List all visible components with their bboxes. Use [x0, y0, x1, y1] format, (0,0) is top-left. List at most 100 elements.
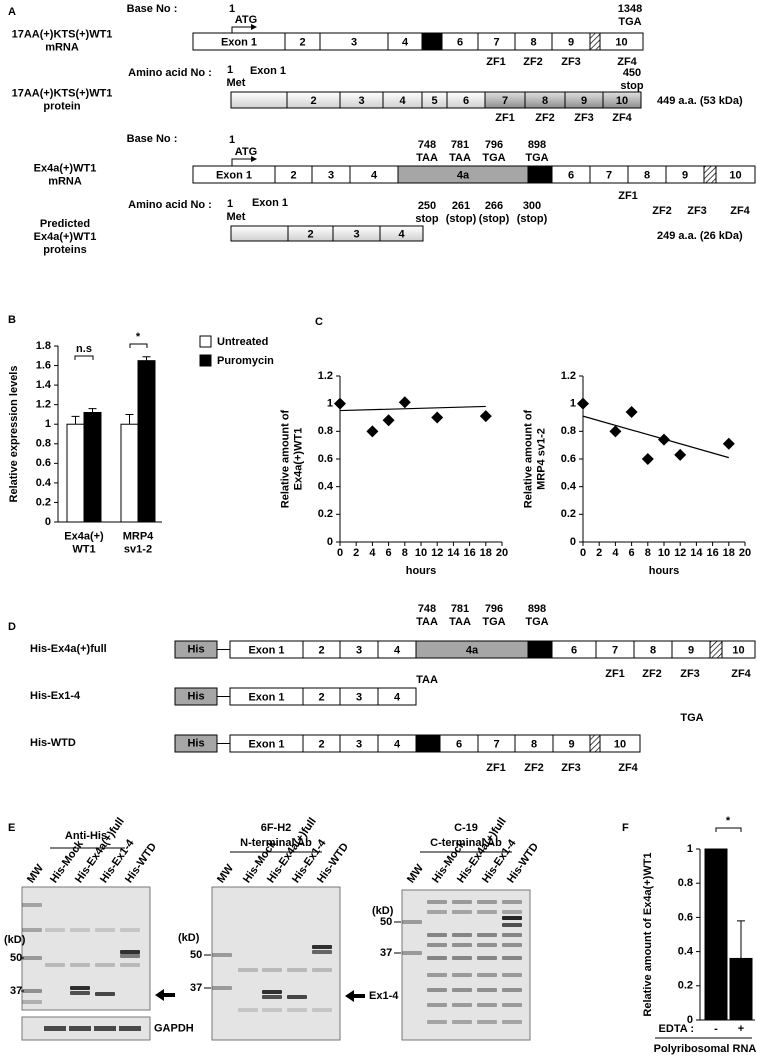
x-tick-label: 18	[480, 547, 492, 559]
panel-label: E	[8, 822, 15, 834]
exon-label: 8	[530, 36, 536, 48]
exon	[589, 734, 601, 753]
band	[44, 1026, 66, 1031]
exon	[602, 91, 642, 109]
band	[452, 1020, 472, 1024]
panel-label: B	[8, 314, 16, 326]
site-label: TAA	[416, 674, 438, 686]
loading-label: GAPDH	[154, 1022, 194, 1034]
x-tick-label: 8	[645, 547, 651, 559]
band	[502, 923, 522, 927]
y-tick-label: 0.6	[561, 453, 576, 465]
size-marker: 37	[10, 985, 22, 997]
band	[22, 1000, 42, 1004]
y-tick-label: 1	[327, 398, 333, 410]
site-label: TGA	[680, 712, 703, 724]
zinc-finger-label: ZF4	[612, 112, 632, 124]
exon-label: 3	[353, 228, 359, 240]
trend-line	[582, 415, 729, 459]
error-bar	[88, 408, 97, 413]
exon-label: 7	[493, 36, 499, 48]
zinc-finger-label: ZF3	[687, 205, 707, 217]
tag-label: His	[187, 737, 204, 749]
start-label: ATG	[235, 14, 257, 26]
bar	[137, 360, 156, 523]
zinc-finger-label: ZF1	[618, 190, 638, 202]
site-label: stop	[415, 213, 439, 225]
band	[45, 963, 65, 967]
start-arrow	[231, 26, 252, 33]
exon	[230, 225, 289, 242]
error-bar	[142, 356, 151, 361]
y-tick-label: 0.6	[678, 911, 693, 923]
y-tick-label: 0	[570, 536, 576, 548]
site-number: 300	[523, 200, 541, 212]
band	[70, 963, 90, 967]
start-number: 1	[227, 64, 233, 76]
band	[262, 1008, 282, 1012]
x-tick-label: 16	[463, 547, 475, 559]
y-tick-label: 0.8	[36, 438, 51, 450]
point	[366, 425, 379, 438]
x-tick-label: 14	[447, 547, 460, 559]
band	[70, 991, 90, 995]
band	[452, 973, 472, 977]
y-tick-label: 0	[687, 1014, 693, 1026]
site-number: 748	[418, 139, 436, 151]
exon	[721, 640, 756, 659]
exon-label: 7	[502, 95, 508, 107]
blot	[211, 886, 341, 1041]
legend-label: Untreated	[217, 336, 268, 348]
x-tick-label: 2	[596, 547, 602, 559]
track-title: Ex4a(+)WT1 mRNA	[34, 162, 97, 187]
arrow-head	[251, 156, 257, 162]
blot-title: Anti-His	[65, 830, 107, 842]
y-tick-label: 1	[687, 843, 693, 855]
point	[431, 411, 444, 424]
exon-label: 4	[402, 36, 409, 48]
track-title: His-Ex4a(+)full	[30, 643, 107, 655]
band	[427, 900, 447, 904]
band	[120, 963, 140, 967]
start-number: 1	[229, 3, 235, 15]
track-title: Predicted Ex4a(+)WT1 proteins	[34, 218, 97, 256]
exon-label: 10	[614, 738, 626, 750]
exon-label: Exon 1	[248, 691, 284, 703]
x-tick-label: 12	[431, 547, 443, 559]
zinc-finger-label: ZF1	[605, 668, 625, 680]
exon-label: 2	[299, 36, 305, 48]
band	[502, 1003, 522, 1007]
blot-title: C-19	[454, 822, 478, 834]
exon-label: Exon 1	[248, 644, 284, 656]
x-tick-label: 20	[496, 547, 508, 559]
exon	[589, 32, 601, 51]
x-tick-label: 12	[674, 547, 686, 559]
exon-label: 2	[290, 169, 296, 181]
band	[452, 910, 472, 914]
exon-label: 7	[493, 738, 499, 750]
start-arrow	[231, 158, 252, 166]
start-number: 1	[227, 198, 233, 210]
exon-label: 6	[571, 644, 577, 656]
start-label: Met	[227, 211, 246, 223]
band	[477, 1003, 497, 1007]
x-tick-label: Ex4a(+) WT1	[64, 530, 104, 555]
blot	[401, 889, 531, 1041]
zinc-finger-label: ZF3	[574, 112, 594, 124]
band	[45, 928, 65, 932]
site-label: TAA	[449, 616, 471, 628]
y-tick-label: 0.2	[36, 496, 51, 508]
x-tick-label: 8	[402, 547, 408, 559]
significance: *	[136, 331, 141, 343]
band	[402, 920, 422, 924]
exon-label: 7	[612, 644, 618, 656]
y-axis-title: Relative expression levels	[8, 366, 20, 503]
x-tick-label: 6	[386, 547, 392, 559]
exon-label: 4	[394, 644, 401, 656]
exon-label: 9	[682, 169, 688, 181]
band	[452, 933, 472, 937]
panel-label: D	[8, 621, 16, 633]
point	[674, 448, 687, 461]
exon	[709, 640, 723, 659]
zinc-finger-label: ZF2	[642, 668, 662, 680]
